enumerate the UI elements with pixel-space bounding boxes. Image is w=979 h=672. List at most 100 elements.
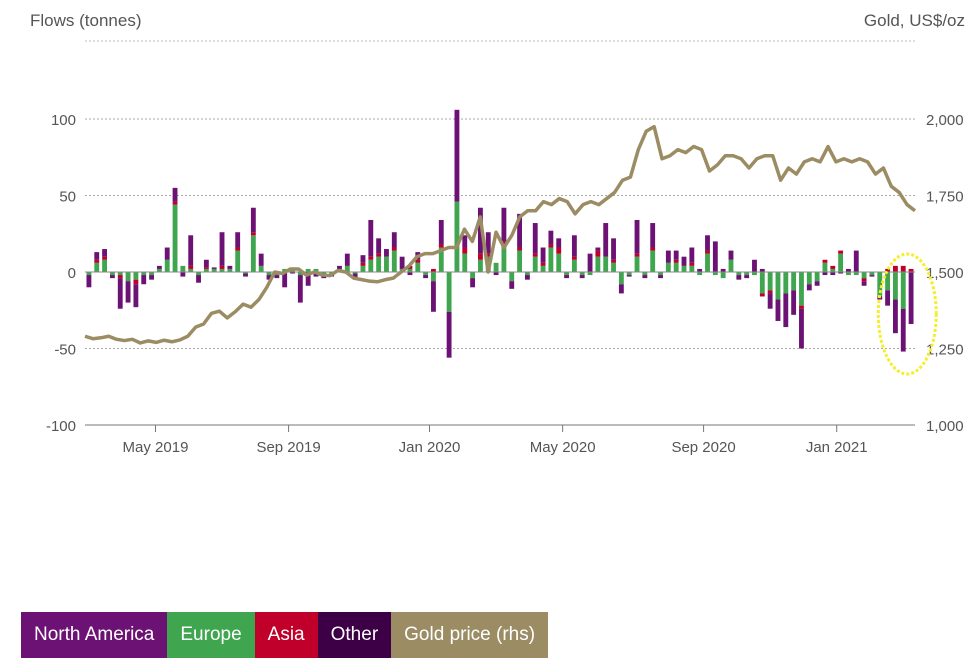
bar-europe <box>799 272 804 306</box>
bar-europe <box>697 272 703 276</box>
bar-europe <box>524 272 530 276</box>
bar-north-america <box>164 247 170 260</box>
bar-north-america <box>133 284 139 308</box>
bar-europe <box>705 253 710 272</box>
bar-asia <box>900 265 906 272</box>
bar-asia <box>799 305 804 309</box>
bar-north-america <box>556 238 562 248</box>
bar-asia <box>908 268 914 272</box>
bar-europe <box>618 272 624 285</box>
bar-asia <box>477 253 483 260</box>
bar-north-america <box>462 235 468 248</box>
bar-europe <box>846 272 851 276</box>
bar-north-america <box>235 232 241 248</box>
bar-europe <box>109 272 115 276</box>
bar-europe <box>532 256 538 272</box>
bar-asia <box>431 268 436 272</box>
left-axis-title: Flows (tonnes) <box>30 11 141 30</box>
highlight-ellipse <box>876 252 938 376</box>
bar-north-america <box>188 235 194 266</box>
right-tick-label: 1,250 <box>926 342 964 359</box>
bar-europe <box>360 265 366 272</box>
bar-asia <box>188 265 194 269</box>
bar-europe <box>235 250 241 272</box>
bar-north-america <box>337 265 342 269</box>
bar-north-america <box>141 275 147 285</box>
bar-north-america <box>485 232 491 254</box>
bar-north-america <box>846 268 851 272</box>
bar-europe <box>415 262 421 272</box>
bar-europe <box>243 272 248 274</box>
bar-europe <box>517 250 523 272</box>
bar-north-america <box>626 275 632 277</box>
bar-europe <box>352 272 358 274</box>
bar-europe <box>775 272 781 300</box>
bar-asia <box>571 256 577 260</box>
bar-europe <box>791 272 797 291</box>
bar-europe <box>94 262 100 272</box>
bar-europe <box>767 272 773 291</box>
bar-north-america <box>767 293 773 309</box>
bar-asia <box>556 247 562 254</box>
bar-europe <box>665 262 671 272</box>
left-tick-label: -100 <box>46 418 76 435</box>
bar-north-america <box>579 275 585 279</box>
x-tick-label: May 2020 <box>530 439 596 456</box>
bar-europe <box>822 262 828 272</box>
bar-north-america <box>266 275 272 280</box>
bar-asia <box>673 259 679 263</box>
bar-north-america <box>548 230 554 245</box>
bar-north-america <box>493 272 499 276</box>
bar-europe <box>892 272 898 300</box>
bar-north-america <box>344 253 350 266</box>
bar-north-america <box>720 268 726 272</box>
bar-north-america <box>258 253 264 266</box>
bar-europe <box>783 272 789 294</box>
bar-asia <box>462 247 468 254</box>
bar-europe <box>180 265 186 272</box>
bar-europe <box>611 262 616 272</box>
bar-north-america <box>658 275 663 279</box>
legend-item: North America <box>21 612 168 658</box>
bar-asia <box>885 268 891 272</box>
bar-north-america <box>712 241 718 272</box>
bar-europe <box>673 262 679 272</box>
bar-north-america <box>196 275 201 283</box>
bar-europe <box>642 272 648 276</box>
bar-asia <box>595 250 601 257</box>
bar-europe <box>258 265 264 272</box>
bar-europe <box>830 268 836 272</box>
bar-europe <box>391 250 397 272</box>
x-tick-label: Sep 2020 <box>671 439 735 456</box>
bar-north-america <box>391 232 397 248</box>
bar-europe <box>172 204 178 272</box>
bar-europe <box>297 272 303 276</box>
bar-north-america <box>446 311 452 358</box>
bar-north-america <box>227 265 233 269</box>
bar-north-america <box>423 275 429 279</box>
bar-europe <box>814 272 820 282</box>
bar-north-america <box>681 256 687 266</box>
bar-north-america <box>853 250 859 272</box>
bar-europe <box>712 272 718 276</box>
x-tick-label: Jan 2020 <box>399 439 461 456</box>
bar-europe <box>564 272 569 276</box>
bar-north-america <box>791 290 797 315</box>
bar-asia <box>376 253 382 257</box>
bar-north-america <box>892 299 898 334</box>
bar-europe <box>689 265 695 272</box>
bar-asia <box>235 247 241 251</box>
bar-asia <box>203 267 209 269</box>
bar-north-america <box>744 275 750 279</box>
bar-asia <box>759 293 765 297</box>
bar-north-america <box>861 281 867 286</box>
x-tick-label: May 2019 <box>123 439 189 456</box>
bar-europe <box>900 272 906 309</box>
right-tick-label: 1,000 <box>926 418 964 435</box>
bar-asia <box>102 256 108 260</box>
bar-north-america <box>360 255 366 263</box>
bar-north-america <box>783 293 789 328</box>
bar-north-america <box>509 281 515 289</box>
bar-north-america <box>650 223 656 248</box>
